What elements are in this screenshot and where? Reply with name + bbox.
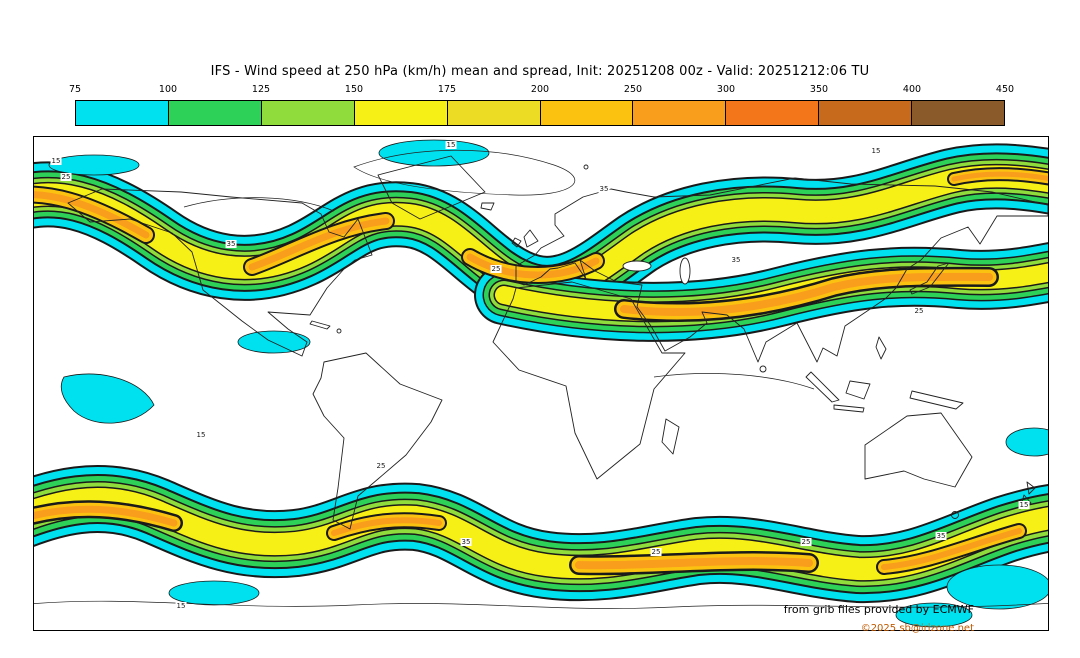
colorbar-segment (540, 101, 634, 125)
attribution-text: from grib files provided by ECMWF (783, 603, 974, 616)
colorbar-segment (261, 101, 355, 125)
colorbar-tick: 350 (809, 84, 829, 95)
colorbar-segment (76, 101, 169, 125)
chart-title: IFS - Wind speed at 250 hPa (km/h) mean … (210, 64, 870, 79)
colorbar-tick: 150 (344, 84, 364, 95)
world-map (34, 137, 1048, 630)
colorbar-segment (447, 101, 541, 125)
colorbar-segment (168, 101, 262, 125)
colorbar-segment (726, 101, 820, 125)
colorbar-tick: 300 (716, 84, 736, 95)
colorbar-tick: 125 (251, 84, 271, 95)
colorbar-segment (354, 101, 448, 125)
colorbar-tick: 400 (902, 84, 922, 95)
colorbar-tick: 75 (68, 84, 82, 95)
colorbar-tick: 250 (623, 84, 643, 95)
colorbar: 75 100 125 150 175 200 250 300 350 400 450 (69, 84, 1014, 128)
colorbar-scale (75, 100, 1005, 126)
colorbar-tick: 175 (437, 84, 457, 95)
colorbar-tick: 100 (158, 84, 178, 95)
colorbar-tick: 200 (530, 84, 550, 95)
world-coastlines (67, 155, 1048, 530)
copyright: ©2025 sb@irizone.net (860, 623, 974, 634)
colorbar-segment (912, 101, 1005, 125)
map-frame: 15 25 35 15 35 25 35 15 25 15 25 35 25 25 15 35 15 from … (33, 136, 1049, 634)
colorbar-tick-labels: 75 100 125 150 175 200 250 300 350 400 450 (69, 84, 1014, 98)
low-wind-cyan-patches (48, 139, 1048, 628)
colorbar-segment (819, 101, 913, 125)
colorbar-tick: 450 (995, 84, 1015, 95)
colorbar-segment (633, 101, 727, 125)
